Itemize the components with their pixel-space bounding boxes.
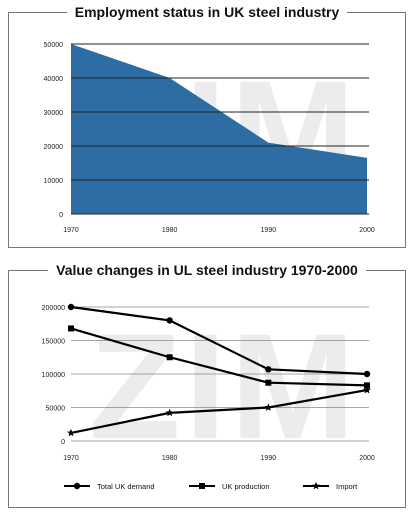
legend-marker-uk-production xyxy=(199,483,205,489)
chart2-x-tick-label: 1980 xyxy=(162,455,178,462)
data-point-total-uk-demand xyxy=(67,303,75,311)
chart1-x-tick-label: 1970 xyxy=(63,227,79,234)
employment-chart-panel: Employment status in UK steel industry Z… xyxy=(8,4,406,248)
chart1-y-tick-label: 10000 xyxy=(44,178,64,185)
legend-marker-import xyxy=(312,481,320,490)
data-point-total-uk-demand xyxy=(363,370,371,378)
chart2-y-tick-label: 200000 xyxy=(42,305,65,312)
data-point-import xyxy=(165,408,174,417)
data-point-import xyxy=(363,385,371,394)
chart2-x-tick-label: 1990 xyxy=(261,455,277,462)
legend-marker-total-uk-demand xyxy=(73,482,81,490)
chart1-y-tick-label: 40000 xyxy=(44,76,64,83)
data-point-total-uk-demand xyxy=(166,317,173,324)
chart2-y-tick-label: 150000 xyxy=(42,339,65,346)
employment-area-chart: 0 10000 20000 30000 40000 50000 1970 1980 1990 20… xyxy=(44,42,375,234)
data-point-total-uk-demand xyxy=(265,366,272,373)
data-point-uk-production xyxy=(265,379,272,386)
data-point-import xyxy=(67,428,75,437)
chart2-title: Value changes in UL steel industry 1970-… xyxy=(48,262,366,278)
chart2-y-tick-label: 50000 xyxy=(46,406,66,413)
chart1-y-tick-label: 30000 xyxy=(44,110,64,117)
chart2-x-tick-label: 2000 xyxy=(359,455,375,462)
data-point-import xyxy=(264,403,273,411)
employment-area xyxy=(71,44,367,214)
chart1-title: Employment status in UK steel industry xyxy=(66,4,348,20)
legend-label-import: Import xyxy=(336,482,358,491)
chart1-y-tick-label: 0 xyxy=(59,212,63,219)
legend-label-uk-production: UK production xyxy=(222,482,270,491)
chart2-y-tick-label: 100000 xyxy=(42,372,65,379)
data-point-uk-production xyxy=(364,382,370,389)
legend-label-total-uk-demand: Total UK demand xyxy=(97,482,155,491)
chart1-y-tick-label: 20000 xyxy=(44,144,64,151)
value-changes-line-chart: 0 50000 100000 150000 200000 1970 1980 1990 2000… xyxy=(42,303,375,491)
series-line-total-uk-demand xyxy=(70,305,368,376)
data-point-uk-production xyxy=(166,354,173,361)
chart1-x-tick-label: 1980 xyxy=(162,227,178,234)
chart1-x-tick-label: 1990 xyxy=(261,227,277,234)
series-line-import xyxy=(70,388,368,435)
series-line-uk-production xyxy=(70,327,368,387)
chart2-y-tick-label: 0 xyxy=(61,439,65,446)
value-changes-chart-panel: Value changes in UL steel industry 1970-… xyxy=(8,262,406,508)
chart1-x-tick-label: 2000 xyxy=(359,227,375,234)
chart2-x-tick-label: 1970 xyxy=(63,455,79,462)
chart1-y-tick-label: 50000 xyxy=(44,42,64,49)
data-point-uk-production xyxy=(68,325,74,332)
